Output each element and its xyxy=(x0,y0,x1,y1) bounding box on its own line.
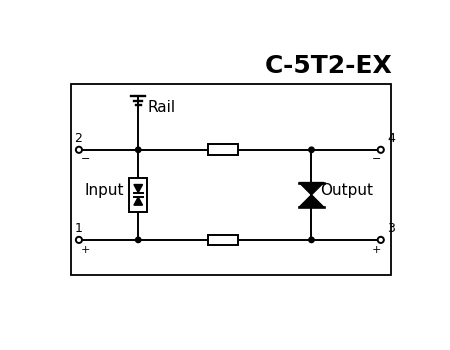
Bar xyxy=(207,145,239,155)
Text: Output: Output xyxy=(320,183,373,198)
Circle shape xyxy=(309,147,314,153)
Circle shape xyxy=(76,147,82,153)
Circle shape xyxy=(135,147,141,153)
Text: Rail: Rail xyxy=(148,100,176,115)
Text: +: + xyxy=(81,245,90,254)
Bar xyxy=(207,234,239,245)
Bar xyxy=(71,84,391,274)
Polygon shape xyxy=(299,183,324,195)
Polygon shape xyxy=(134,184,143,193)
Text: 2: 2 xyxy=(74,132,82,145)
Bar xyxy=(129,178,148,212)
Text: C-5T2-EX: C-5T2-EX xyxy=(265,54,392,78)
Text: Input: Input xyxy=(84,183,124,198)
Text: 4: 4 xyxy=(387,132,395,145)
Circle shape xyxy=(76,237,82,243)
Circle shape xyxy=(378,147,384,153)
Circle shape xyxy=(309,237,314,243)
Text: +: + xyxy=(372,245,382,254)
Polygon shape xyxy=(134,197,143,205)
Text: 1: 1 xyxy=(74,222,82,235)
Circle shape xyxy=(135,237,141,243)
Text: −: − xyxy=(372,154,382,164)
Text: 3: 3 xyxy=(387,222,395,235)
Polygon shape xyxy=(299,195,324,207)
Circle shape xyxy=(378,237,384,243)
Text: −: − xyxy=(81,154,90,164)
